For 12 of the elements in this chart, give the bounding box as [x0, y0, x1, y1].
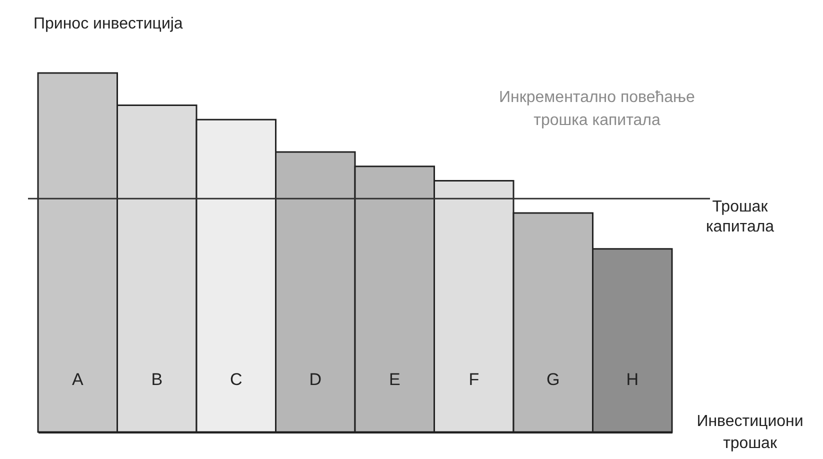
x-axis-title: Инвестициони трошак	[696, 413, 804, 452]
x-tick-label: D	[309, 370, 322, 389]
x-tick-label: E	[388, 370, 400, 389]
x-tick-label: G	[546, 370, 560, 389]
x-tick-label: C	[230, 370, 242, 389]
annotation: Инкрементално повећање трошка капитала	[499, 89, 696, 129]
ref-line-label: Трошак капитала	[706, 198, 774, 236]
x-tick-label: H	[626, 370, 639, 389]
x-tick-label: B	[151, 370, 163, 389]
y-axis-title: Принос инвестиција	[34, 16, 183, 32]
x-tick-label: F	[468, 370, 480, 389]
x-tick-label: A	[72, 370, 84, 389]
